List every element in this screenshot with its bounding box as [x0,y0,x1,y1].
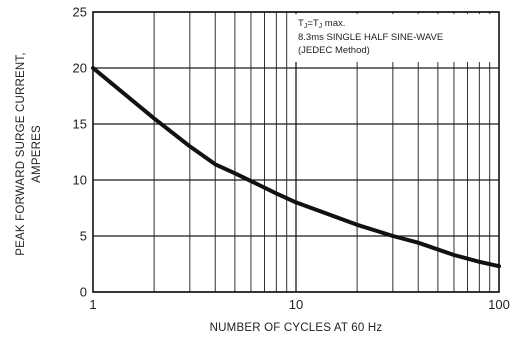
y-tick-label: 25 [73,5,87,20]
y-tick-label: 10 [73,173,87,188]
annotation-waveform: 8.3ms SINGLE HALF SINE-WAVE [298,32,443,43]
y-tick-label: 15 [73,117,87,132]
y-axis-label-line-1: PEAK FORWARD SURGE CURRENT, [15,52,27,255]
y-tick-label: 20 [73,61,87,76]
x-tick-label: 1 [89,297,96,312]
x-tick-labels: 1 10 100 [89,297,509,312]
y-axis-label-line-2: AMPERES [31,125,43,183]
annotation-method: (JEDEC Method) [298,45,370,56]
annotation-background [292,14,497,62]
x-tick-label: 100 [488,297,510,312]
x-axis-label: NUMBER OF CYCLES AT 60 Hz [210,322,383,334]
annotation-box: TJ=TJ max. 8.3ms SINGLE HALF SINE-WAVE (… [292,14,497,62]
y-tick-labels: 0 5 10 15 20 25 [73,5,87,300]
x-tick-label: 10 [289,297,303,312]
annotation-condition: TJ=TJ max. [298,18,345,30]
y-tick-label: 0 [80,285,87,300]
y-tick-label: 5 [80,229,87,244]
y-axis-label: PEAK FORWARD SURGE CURRENT, AMPERES [15,52,43,255]
surge-current-curve [91,66,501,269]
plot-frame [92,11,500,293]
